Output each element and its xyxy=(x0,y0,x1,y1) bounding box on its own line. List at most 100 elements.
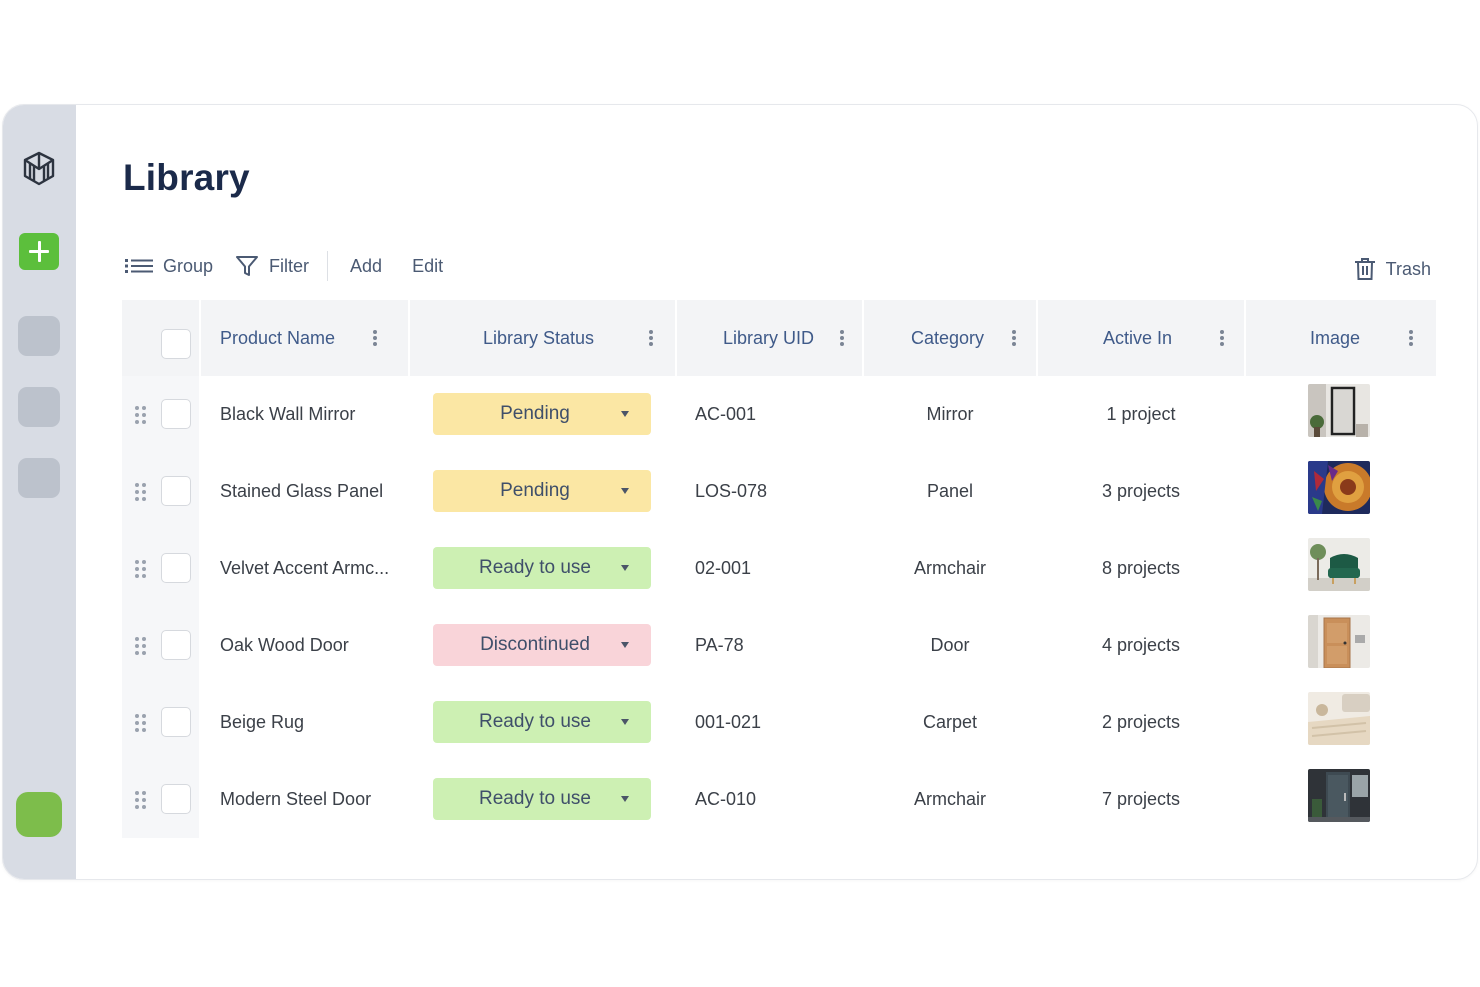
column-menu-icon[interactable] xyxy=(840,330,844,346)
category: Panel xyxy=(926,481,974,501)
user-avatar[interactable] xyxy=(16,792,62,837)
row-checkbox[interactable] xyxy=(161,476,191,506)
table-row[interactable]: Modern Steel Door Ready to use AC-010 Ar… xyxy=(122,761,1436,838)
filter-button[interactable]: Filter xyxy=(235,254,309,278)
library-uid-cell: LOS-078 xyxy=(677,453,862,530)
row-select-cell xyxy=(122,453,199,530)
product-name-cell[interactable]: Modern Steel Door xyxy=(201,761,408,838)
mirror-image[interactable] xyxy=(1308,384,1370,437)
header-active-in[interactable]: Active In xyxy=(1038,300,1244,376)
row-select-cell xyxy=(122,684,199,761)
product-name-cell[interactable]: Beige Rug xyxy=(201,684,408,761)
sidebar-item-3[interactable] xyxy=(18,458,60,498)
library-status-cell: Ready to use xyxy=(410,530,675,607)
caret-down-icon xyxy=(621,411,629,417)
stained-glass-image[interactable] xyxy=(1308,461,1370,514)
image-cell xyxy=(1246,453,1436,530)
drag-handle-icon[interactable] xyxy=(135,637,147,655)
table-body: Black Wall Mirror Pending AC-001 Mirror … xyxy=(122,376,1436,838)
sidebar-item-2[interactable] xyxy=(18,387,60,427)
table-row[interactable]: Velvet Accent Armc... Ready to use 02-00… xyxy=(122,530,1436,607)
toolbar: Group Filter Add Edit xyxy=(125,251,443,281)
product-name-cell[interactable]: Oak Wood Door xyxy=(201,607,408,684)
trash-button[interactable]: Trash xyxy=(1354,257,1431,281)
active-in[interactable]: 1 project xyxy=(1106,404,1176,424)
rug-image[interactable] xyxy=(1308,692,1370,745)
column-menu-icon[interactable] xyxy=(649,330,653,346)
status-dropdown[interactable]: Pending xyxy=(433,393,651,435)
category-cell: Panel xyxy=(864,453,1036,530)
column-menu-icon[interactable] xyxy=(1012,330,1016,346)
table-row[interactable]: Oak Wood Door Discontinued PA-78 Door 4 … xyxy=(122,607,1436,684)
caret-down-icon xyxy=(621,488,629,494)
header-library-status[interactable]: Library Status xyxy=(410,300,675,376)
status-dropdown[interactable]: Discontinued xyxy=(433,624,651,666)
table-row[interactable]: Beige Rug Ready to use 001-021 Carpet 2 … xyxy=(122,684,1436,761)
header-product-name[interactable]: Product Name xyxy=(201,300,408,376)
active-in-cell: 3 projects xyxy=(1038,453,1244,530)
wood-door-image[interactable] xyxy=(1308,615,1370,668)
edit-button[interactable]: Edit xyxy=(412,256,443,277)
row-checkbox[interactable] xyxy=(161,630,191,660)
add-label: Add xyxy=(350,255,383,276)
logo-icon[interactable] xyxy=(19,149,59,189)
product-name: Beige Rug xyxy=(220,712,305,732)
row-checkbox[interactable] xyxy=(161,784,191,814)
active-in[interactable]: 4 projects xyxy=(1101,635,1181,655)
table-row[interactable]: Black Wall Mirror Pending AC-001 Mirror … xyxy=(122,376,1436,453)
drag-handle-icon[interactable] xyxy=(135,406,147,424)
library-uid: PA-78 xyxy=(695,635,744,655)
table-row[interactable]: Stained Glass Panel Pending LOS-078 Pane… xyxy=(122,453,1436,530)
add-button[interactable]: Add xyxy=(350,256,382,277)
column-label: Image xyxy=(1310,327,1361,348)
caret-down-icon xyxy=(621,642,629,648)
select-all-checkbox[interactable] xyxy=(161,329,191,359)
add-new-button[interactable] xyxy=(19,233,59,270)
category: Armchair xyxy=(913,789,986,809)
product-name-cell[interactable]: Velvet Accent Armc... xyxy=(201,530,408,607)
column-menu-icon[interactable] xyxy=(1220,330,1224,346)
row-checkbox[interactable] xyxy=(161,707,191,737)
product-name-cell[interactable]: Black Wall Mirror xyxy=(201,376,408,453)
active-in[interactable]: 3 projects xyxy=(1101,481,1181,501)
library-uid: LOS-078 xyxy=(695,481,768,501)
status-dropdown[interactable]: Ready to use xyxy=(433,701,651,743)
status-dropdown[interactable]: Ready to use xyxy=(433,547,651,589)
library-uid-cell: AC-010 xyxy=(677,761,862,838)
category-cell: Carpet xyxy=(864,684,1036,761)
active-in[interactable]: 7 projects xyxy=(1101,789,1181,809)
header-library-uid[interactable]: Library UID xyxy=(677,300,862,376)
header-image[interactable]: Image xyxy=(1246,300,1436,376)
row-checkbox[interactable] xyxy=(161,399,191,429)
category-cell: Door xyxy=(864,607,1036,684)
armchair-image[interactable] xyxy=(1308,538,1370,591)
status-dropdown[interactable]: Pending xyxy=(433,470,651,512)
status-label: Discontinued xyxy=(480,634,590,655)
row-checkbox[interactable] xyxy=(161,553,191,583)
column-label: Library Status xyxy=(482,327,595,348)
status-dropdown[interactable]: Ready to use xyxy=(433,778,651,820)
header-category[interactable]: Category xyxy=(864,300,1036,376)
steel-door-image[interactable] xyxy=(1308,769,1370,822)
library-status-cell: Pending xyxy=(410,376,675,453)
column-menu-icon[interactable] xyxy=(1409,330,1413,346)
drag-handle-icon[interactable] xyxy=(135,560,147,578)
drag-handle-icon[interactable] xyxy=(135,483,147,501)
app-window: Library Group Filter xyxy=(2,104,1478,880)
sidebar-item-1[interactable] xyxy=(18,316,60,356)
library-uid-cell: PA-78 xyxy=(677,607,862,684)
library-status-cell: Ready to use xyxy=(410,684,675,761)
main-content: Library Group Filter xyxy=(76,105,1477,879)
column-menu-icon[interactable] xyxy=(373,330,377,346)
group-button[interactable]: Group xyxy=(125,256,213,277)
library-uid: 02-001 xyxy=(695,558,752,578)
product-name-cell[interactable]: Stained Glass Panel xyxy=(201,453,408,530)
active-in[interactable]: 8 projects xyxy=(1101,558,1181,578)
drag-handle-icon[interactable] xyxy=(135,714,147,732)
category-cell: Armchair xyxy=(864,761,1036,838)
product-name: Velvet Accent Armc... xyxy=(220,558,390,578)
active-in[interactable]: 2 projects xyxy=(1101,712,1181,732)
caret-down-icon xyxy=(621,565,629,571)
drag-handle-icon[interactable] xyxy=(135,791,147,809)
column-label: Product Name xyxy=(220,327,336,348)
